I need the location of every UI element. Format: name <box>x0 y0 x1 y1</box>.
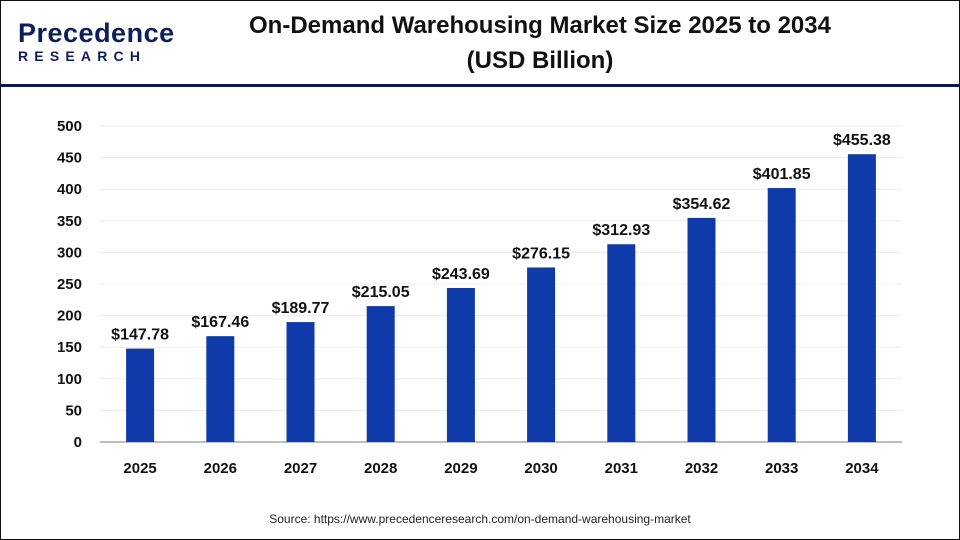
y-tick-label: 50 <box>65 402 82 419</box>
y-tick-label: 300 <box>57 244 82 261</box>
x-tick-label: 2025 <box>123 460 156 477</box>
data-label: $215.05 <box>352 284 410 301</box>
y-tick-label: 100 <box>57 371 82 388</box>
y-tick-label: 250 <box>57 276 82 293</box>
x-tick-label: 2031 <box>605 460 638 477</box>
bar <box>527 267 556 442</box>
data-label: $147.78 <box>111 327 169 344</box>
x-tick-label: 2028 <box>364 460 397 477</box>
y-tick-label: 0 <box>74 434 82 451</box>
chart-title-line1: On-Demand Warehousing Market Size 2025 t… <box>249 12 831 39</box>
x-tick-label: 2033 <box>765 460 798 477</box>
bar <box>366 306 395 442</box>
bar <box>687 217 716 442</box>
data-label: $243.69 <box>432 266 490 283</box>
logo-text-bottom: RESEARCH <box>18 48 147 64</box>
bar <box>607 244 636 442</box>
x-tick-label: 2027 <box>284 460 317 477</box>
precedence-research-logo: Precedence RESEARCH <box>18 18 175 65</box>
x-tick-label: 2032 <box>685 460 718 477</box>
y-tick-label: 400 <box>57 181 82 198</box>
y-tick-label: 350 <box>57 213 82 230</box>
x-tick-label: 2034 <box>845 460 879 477</box>
data-label: $354.62 <box>673 196 731 213</box>
x-tick-label: 2026 <box>204 460 237 477</box>
source-note: Source: https://www.precedenceresearch.c… <box>269 512 691 526</box>
bar <box>446 287 475 442</box>
y-tick-label: 150 <box>57 339 82 356</box>
logo-text-top: Precedence <box>18 18 175 48</box>
data-label: $312.93 <box>592 222 650 239</box>
bar <box>286 322 315 442</box>
y-tick-label: 500 <box>57 118 82 135</box>
bar <box>126 348 155 442</box>
chart-title-line2: (USD Billion) <box>466 47 614 74</box>
x-tick-label: 2030 <box>524 460 557 477</box>
y-tick-label: 450 <box>57 150 82 167</box>
x-tick-label: 2029 <box>444 460 477 477</box>
y-tick-label: 200 <box>57 308 82 325</box>
data-label: $455.38 <box>833 132 891 149</box>
bar <box>847 154 876 443</box>
data-label: $167.46 <box>191 314 249 331</box>
bar <box>767 188 796 442</box>
data-label: $401.85 <box>753 166 811 183</box>
chart-title: On-Demand Warehousing Market Size 2025 t… <box>180 8 900 78</box>
header-divider <box>0 84 960 87</box>
data-label: $189.77 <box>272 300 330 317</box>
data-label: $276.15 <box>512 245 570 262</box>
bar <box>206 336 235 442</box>
